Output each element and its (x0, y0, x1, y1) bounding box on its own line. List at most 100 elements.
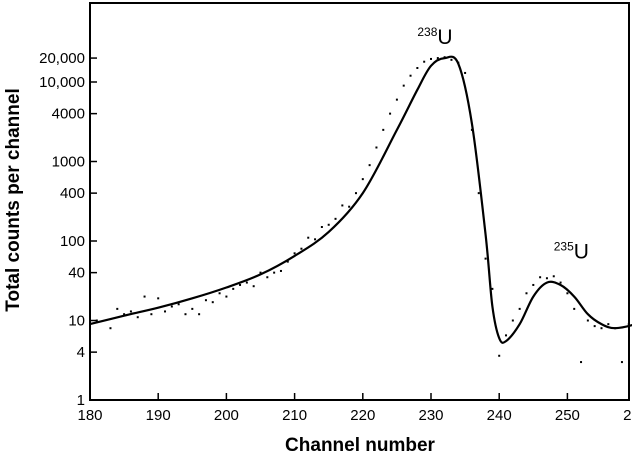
y-tick-label: 4000 (52, 106, 85, 123)
data-point (382, 128, 385, 131)
data-point (232, 287, 235, 290)
data-point (484, 257, 487, 260)
data-point (136, 316, 139, 319)
fit-curve (89, 55, 632, 344)
data-point (600, 327, 603, 330)
data-point (259, 271, 262, 274)
data-point (505, 334, 508, 337)
data-point (341, 204, 344, 207)
data-point (164, 310, 167, 313)
data-point (511, 319, 514, 322)
data-point (293, 252, 296, 255)
data-point (552, 275, 555, 278)
measured-points (95, 56, 630, 364)
data-point (477, 192, 480, 195)
data-point (150, 313, 153, 316)
data-point (129, 310, 132, 313)
data-point (402, 84, 405, 87)
data-point (123, 313, 126, 316)
data-point (627, 323, 630, 326)
data-point (307, 236, 310, 239)
y-tick-label: 10 (68, 313, 85, 330)
data-point (191, 307, 194, 310)
y-tick-label: 100 (60, 233, 85, 250)
plot-frame (89, 2, 630, 401)
data-point (423, 60, 426, 63)
x-tick-label: 240 (487, 407, 512, 424)
data-point (252, 285, 255, 288)
data-point (327, 223, 330, 226)
data-point (279, 269, 282, 272)
data-point (464, 71, 467, 74)
data-point (266, 276, 269, 279)
data-point (239, 283, 242, 286)
x-tick-label: 200 (214, 407, 239, 424)
x-tick-label: 180 (77, 407, 102, 424)
y-tick-label: 10,000 (39, 74, 85, 91)
data-point (143, 295, 146, 298)
data-point (300, 247, 303, 250)
data-point (116, 307, 119, 310)
data-point (389, 112, 392, 115)
isotope-mass-number: 235 (554, 240, 574, 254)
data-point (409, 74, 412, 77)
data-point (95, 319, 98, 322)
data-point (157, 297, 160, 300)
y-tick-label: 400 (60, 185, 85, 202)
x-tick-label: 210 (282, 407, 307, 424)
y-tick-label: 1 (77, 392, 85, 409)
isotope-mass-number: 238 (417, 25, 437, 39)
data-point (354, 192, 357, 195)
y-tick-label: 4 (77, 344, 85, 361)
data-point (436, 57, 439, 60)
data-point (532, 283, 535, 286)
data-point (218, 292, 221, 295)
data-point (539, 276, 542, 279)
x-tick-label: 260 (623, 407, 632, 424)
data-point (314, 238, 317, 241)
data-point (368, 164, 371, 167)
data-point (361, 178, 364, 181)
data-point (491, 287, 494, 290)
y-axis-title: Total counts per channel (3, 88, 24, 311)
data-point (204, 299, 207, 302)
data-point (620, 361, 623, 364)
data-point (525, 292, 528, 295)
data-point (395, 98, 398, 101)
x-tick-label: 190 (146, 407, 171, 424)
x-axis-ticks: 1801902002102202302402502602702802903003… (77, 393, 632, 424)
y-tick-label: 20,000 (39, 50, 85, 67)
data-point (518, 307, 521, 310)
data-point (245, 281, 248, 284)
y-tick-label: 1000 (52, 154, 85, 171)
data-point (273, 271, 276, 274)
data-point (566, 292, 569, 295)
data-point (334, 217, 337, 220)
data-point (545, 277, 548, 280)
data-point (607, 323, 610, 326)
peak-label: 238U (417, 25, 452, 49)
data-point (375, 146, 378, 149)
data-point (573, 307, 576, 310)
x-tick-label: 220 (350, 407, 375, 424)
data-point (593, 325, 596, 328)
x-axis-title: Channel number (285, 435, 436, 455)
y-axis-ticks: 1 4 10 40 100 400 1000 4000 10,000 20,000 (39, 50, 97, 409)
data-point (586, 319, 589, 322)
x-tick-label: 230 (418, 407, 443, 424)
data-point (559, 281, 562, 284)
y-tick-label: 40 (68, 265, 85, 282)
data-point (109, 327, 112, 330)
isotope-symbol: U (437, 26, 452, 49)
data-point (498, 354, 501, 357)
data-point (211, 301, 214, 304)
data-point (286, 260, 289, 263)
data-point (430, 57, 432, 60)
data-point (348, 205, 351, 208)
peak-label: 235U (554, 240, 589, 264)
data-point (416, 67, 419, 70)
isotope-symbol: U (574, 241, 589, 264)
data-point (450, 58, 453, 61)
data-point (198, 313, 201, 316)
